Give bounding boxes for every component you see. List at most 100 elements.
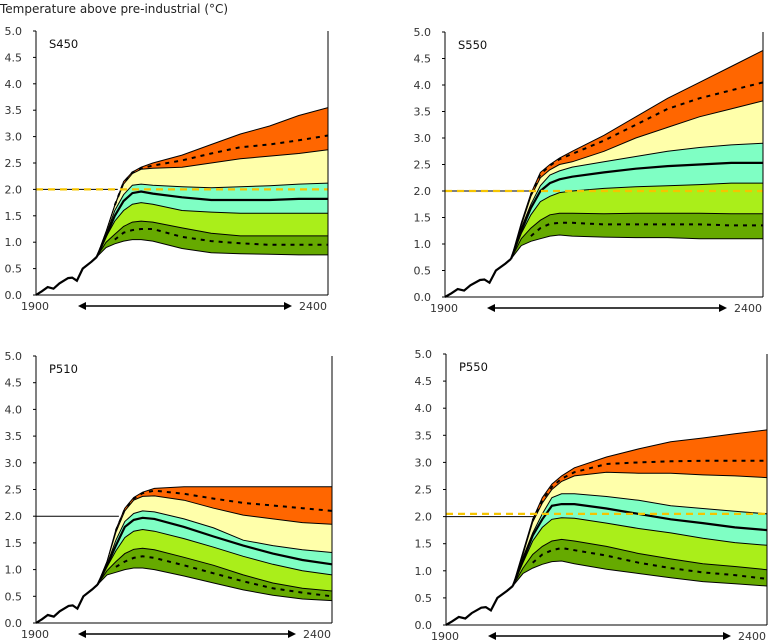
band-orange: [511, 50, 763, 259]
dash-high-dashed-line: [529, 81, 764, 196]
y-tick-label: 3.0: [5, 131, 23, 144]
boundary-line-b0: [512, 560, 768, 587]
panel-s550: 0.0 0.5 1.0 1.5 2.0 2.5 3.0 3.5 4.0 4.5 5.0 1900 240…: [414, 26, 764, 315]
y-tick-label: 1.0: [5, 236, 23, 249]
y-tick-label: 4.5: [5, 377, 23, 390]
median-line: [510, 161, 763, 260]
arrowhead-right-icon: [723, 632, 731, 640]
median-line: [95, 190, 328, 258]
band-cyan: [512, 493, 767, 586]
y-tick-label: 2.0: [414, 185, 432, 198]
y-tick-label: 2.0: [5, 510, 23, 523]
x-tick-label-start: 1900: [431, 630, 459, 642]
boundary-line-b4: [97, 495, 333, 585]
y-tick-label: 1.5: [5, 537, 23, 550]
dash-low-dashed-line: [532, 546, 768, 580]
arrowhead-left-icon: [78, 630, 86, 638]
boundary-line-b2: [97, 528, 333, 585]
y-tick-label: 2.0: [415, 511, 433, 524]
y-tick-label: 4.5: [414, 53, 432, 66]
y-tick-label: 3.0: [415, 456, 433, 469]
y-tick-label: 3.5: [5, 430, 23, 443]
boundary-line-b2: [510, 182, 763, 259]
y-tick-label: 0.5: [414, 265, 432, 278]
band-light-green: [512, 517, 767, 586]
panel-p510: 0.0 0.5 1.0 1.5 2.0 2.5 3.0 3.5 4.0 4.5 5.0 1900 240…: [5, 350, 333, 641]
chart-title: Temperature above pre-industrial (°C): [0, 2, 229, 16]
y-tick-label: 4.0: [415, 402, 433, 415]
band-light-green: [96, 202, 328, 257]
band-light-green: [97, 529, 332, 591]
x-tick-label-start: 1900: [21, 300, 49, 313]
median-line: [96, 516, 333, 586]
band-yellow: [96, 149, 328, 257]
x-tick-label-start: 1900: [430, 302, 458, 315]
arrowhead-left-icon: [487, 304, 495, 312]
panel-label: S550: [458, 38, 487, 52]
y-tick-label: 1.5: [414, 212, 432, 225]
dash-low-dashed-line: [530, 221, 763, 237]
panel-label: P510: [49, 362, 78, 376]
y-tick-label: 1.0: [415, 565, 433, 578]
band-orange: [512, 429, 767, 586]
band-yellow: [512, 472, 767, 586]
boundary-line-b3: [97, 510, 333, 585]
arrowhead-right-icon: [284, 302, 292, 310]
dash-low-dashed-line: [115, 555, 333, 598]
band-yellow: [511, 100, 763, 259]
y-tick-label: 5.0: [415, 348, 433, 361]
x-tick-label-end: 2400: [303, 628, 331, 641]
boundary-line-b3: [512, 493, 768, 587]
y-tick-label: 2.5: [5, 484, 23, 497]
boundary-line-b1: [96, 220, 328, 258]
band-cyan: [97, 510, 332, 585]
y-tick-label: 4.0: [5, 78, 23, 91]
boundary-line-b3: [510, 142, 764, 259]
arrowhead-right-icon: [288, 630, 296, 638]
y-tick-label: 2.5: [5, 157, 23, 170]
band-light-green: [511, 183, 763, 259]
y-tick-label: 5.0: [5, 350, 23, 363]
x-tick-label-end: 2400: [299, 300, 327, 313]
y-tick-label: 3.0: [414, 132, 432, 145]
band-orange: [97, 486, 332, 585]
arrowhead-left-icon: [488, 632, 496, 640]
boundary-line-b1: [97, 547, 333, 592]
y-tick-label: 1.5: [415, 538, 433, 551]
boundary-line-b0: [96, 239, 328, 258]
y-tick-label: 0.5: [5, 590, 23, 603]
y-tick-label: 0.0: [415, 619, 433, 632]
boundary-line-b0: [510, 234, 763, 260]
y-tick-label: 0.5: [5, 263, 23, 276]
y-tick-label: 5.0: [414, 26, 432, 39]
band-dark-green: [96, 221, 328, 257]
y-tick-label: 2.0: [5, 183, 23, 196]
y-tick-label: 4.5: [5, 51, 23, 64]
y-tick-label: 1.0: [414, 238, 432, 251]
y-tick-label: 0.0: [5, 617, 23, 630]
panel-p550: 0.0 0.5 1.0 1.5 2.0 2.5 3.0 3.5 4.0 4.5 5.0 1900 240…: [415, 348, 768, 642]
y-tick-label: 0.0: [5, 289, 23, 302]
y-tick-label: 1.5: [5, 210, 23, 223]
x-tick-label-end: 2400: [738, 630, 766, 642]
band-yellow: [97, 495, 332, 585]
arrowhead-left-icon: [78, 302, 86, 310]
boundary-line-b4: [512, 471, 768, 587]
y-tick-label: 3.5: [415, 429, 433, 442]
y-tick-label: 4.0: [5, 403, 23, 416]
y-tick-label: 2.5: [415, 484, 433, 497]
arrowhead-right-icon: [719, 304, 727, 312]
panel-label: P550: [459, 360, 488, 374]
y-tick-label: 0.0: [414, 291, 432, 304]
historical-line: [444, 257, 512, 298]
y-tick-label: 4.5: [415, 375, 433, 388]
band-cyan: [96, 183, 328, 257]
x-tick-label-start: 1900: [21, 628, 49, 641]
band-orange: [96, 107, 328, 257]
boundary-line-b2: [512, 517, 768, 587]
y-tick-label: 4.0: [414, 79, 432, 92]
x-tick-label-end: 2400: [734, 302, 762, 315]
boundary-line-b2: [96, 202, 328, 258]
boundary-line-b1: [510, 212, 763, 260]
